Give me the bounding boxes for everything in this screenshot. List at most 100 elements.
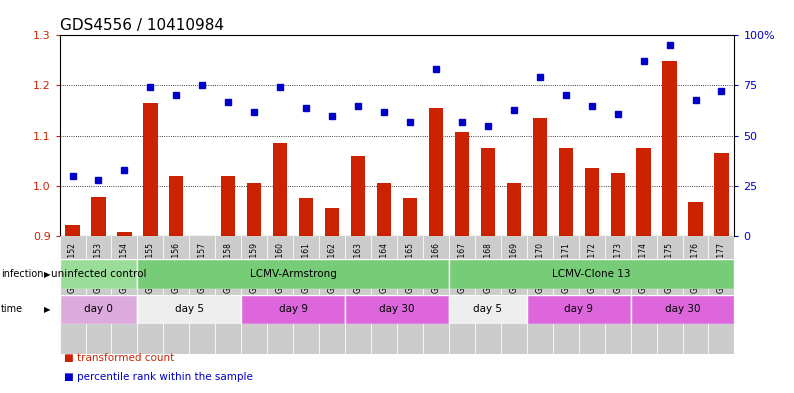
Bar [637,148,651,236]
Bar [293,236,319,354]
Text: time: time [1,305,23,314]
Bar [273,143,287,236]
Text: day 5: day 5 [473,305,503,314]
Bar [137,295,241,324]
Text: GSM1083166: GSM1083166 [431,242,441,293]
Text: GSM1083170: GSM1083170 [535,242,544,293]
Bar [449,236,475,354]
Bar [86,236,111,354]
Text: GSM1083164: GSM1083164 [380,242,388,293]
Bar [60,295,137,324]
Text: GSM1083160: GSM1083160 [276,242,285,293]
Bar [455,132,469,236]
Text: GSM1083174: GSM1083174 [639,242,648,293]
Bar [137,236,164,354]
Text: GSM1083173: GSM1083173 [613,242,622,293]
Text: GSM1083162: GSM1083162 [328,242,337,292]
Bar [579,236,605,354]
Text: ▶: ▶ [44,270,50,279]
Bar [143,103,157,236]
Bar [65,225,79,236]
Bar [215,236,241,354]
Bar [630,236,657,354]
Bar [688,202,703,236]
Text: day 9: day 9 [279,305,307,314]
Bar [60,236,86,354]
Bar [559,148,572,236]
Bar [247,183,261,236]
Bar [501,236,526,354]
Bar [449,295,526,324]
Text: GSM1083175: GSM1083175 [665,242,674,293]
Text: ■ transformed count: ■ transformed count [64,353,174,363]
Text: GSM1083152: GSM1083152 [68,242,77,292]
Bar [553,236,579,354]
Bar [164,236,189,354]
Text: GSM1083157: GSM1083157 [198,242,206,293]
Bar [683,236,708,354]
Text: GSM1083153: GSM1083153 [94,242,103,293]
Bar [605,236,630,354]
Bar [137,259,449,289]
Bar [241,295,345,324]
Text: uninfected control: uninfected control [51,269,146,279]
Text: GSM1083171: GSM1083171 [561,242,570,292]
Bar [345,236,371,354]
Text: LCMV-Clone 13: LCMV-Clone 13 [553,269,631,279]
Text: day 9: day 9 [565,305,593,314]
Text: GSM1083154: GSM1083154 [120,242,129,293]
Text: GSM1083176: GSM1083176 [691,242,700,293]
Bar [657,236,683,354]
Bar [377,183,391,236]
Text: GDS4556 / 10410984: GDS4556 / 10410984 [60,18,224,33]
Bar [345,295,449,324]
Text: GSM1083163: GSM1083163 [353,242,363,293]
Bar [715,153,729,236]
Text: GSM1083172: GSM1083172 [588,242,596,292]
Text: LCMV-Armstrong: LCMV-Armstrong [250,269,337,279]
Bar [507,183,521,236]
Bar [325,208,339,236]
Bar [351,156,365,236]
Bar [630,295,734,324]
Text: GSM1083155: GSM1083155 [146,242,155,293]
Text: GSM1083165: GSM1083165 [406,242,414,293]
Text: infection: infection [1,269,44,279]
Text: GSM1083167: GSM1083167 [457,242,466,293]
Text: day 30: day 30 [665,305,700,314]
Text: GSM1083177: GSM1083177 [717,242,726,293]
Bar [475,236,501,354]
Bar [299,198,314,236]
Text: ■ percentile rank within the sample: ■ percentile rank within the sample [64,372,252,382]
Bar [526,295,630,324]
Bar [118,232,132,236]
Text: GSM1083169: GSM1083169 [509,242,518,293]
Bar [480,148,495,236]
Bar [708,236,734,354]
Text: GSM1083156: GSM1083156 [172,242,181,293]
Bar [449,259,734,289]
Bar [241,236,268,354]
Bar [189,236,215,354]
Bar [169,176,183,236]
Text: GSM1083168: GSM1083168 [484,242,492,292]
Text: GSM1083158: GSM1083158 [224,242,233,292]
Bar [662,61,676,236]
Bar [423,236,449,354]
Bar [319,236,345,354]
Bar [371,236,397,354]
Bar [397,236,423,354]
Text: GSM1083161: GSM1083161 [302,242,310,292]
Bar [403,198,417,236]
Text: day 0: day 0 [84,305,113,314]
Bar [268,236,293,354]
Bar [222,176,235,236]
Bar [533,118,547,236]
Text: ▶: ▶ [44,305,50,314]
Text: GSM1083159: GSM1083159 [250,242,259,293]
Text: day 5: day 5 [175,305,204,314]
Bar [584,168,599,236]
Bar [526,236,553,354]
Bar [60,259,137,289]
Bar [429,108,443,236]
